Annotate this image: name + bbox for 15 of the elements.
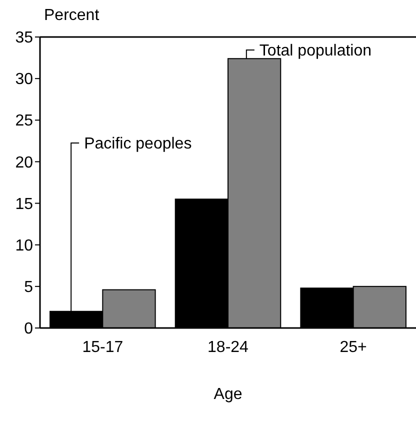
y-tick-label: 5 bbox=[24, 279, 34, 296]
y-tick-label: 35 bbox=[15, 30, 34, 47]
y-tick-label: 15 bbox=[15, 196, 34, 213]
y-tick-label: 30 bbox=[15, 71, 34, 88]
y-tick-label: 10 bbox=[15, 237, 34, 254]
y-axis-title: Percent bbox=[44, 7, 100, 24]
y-tick-label: 0 bbox=[24, 320, 34, 338]
x-axis-title: Age bbox=[214, 386, 242, 403]
x-tick-label: 15-17 bbox=[82, 339, 124, 356]
y-tick-label: 25 bbox=[15, 112, 34, 130]
x-tick-label: 18-24 bbox=[208, 339, 249, 356]
legend-label: Total population bbox=[259, 42, 372, 60]
y-tick-label: 20 bbox=[15, 154, 34, 172]
text: Pacific peoples bbox=[84, 136, 192, 153]
x-tick-label: 25+ bbox=[340, 339, 367, 356]
